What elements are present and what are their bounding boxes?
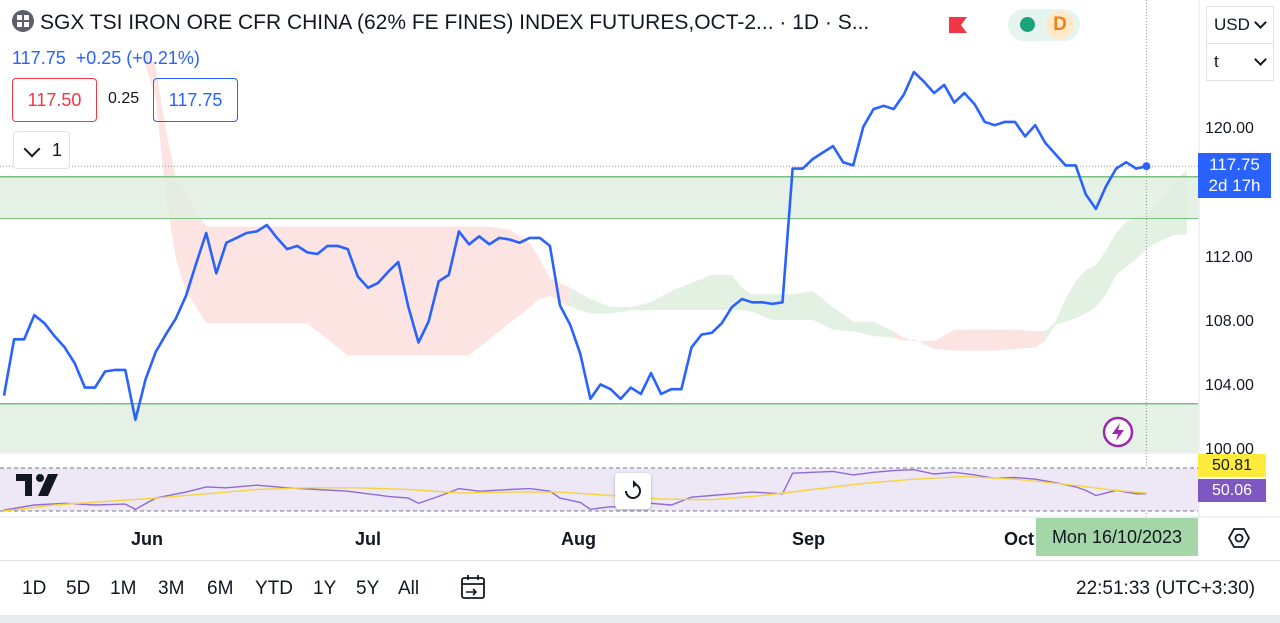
bottom-strip — [0, 615, 1280, 623]
chevron-down-icon — [23, 140, 41, 158]
currency-value: USD — [1214, 15, 1250, 34]
range-button-ytd[interactable]: YTD — [255, 578, 293, 599]
ichimoku-cloud-bear — [145, 49, 571, 356]
month-label: Jun — [131, 529, 164, 549]
range-button-1m[interactable]: 1M — [110, 578, 137, 599]
indicator-count: 1 — [52, 140, 63, 160]
buy-button[interactable]: 117.75 — [153, 78, 238, 122]
chevron-down-icon — [1254, 53, 1267, 66]
support-resistance-zone — [0, 176, 1198, 219]
last-price: 117.75 — [12, 48, 66, 68]
range-button-1d[interactable]: 1D — [22, 578, 47, 599]
crosshair-date-tag: Mon 16/10/2023 — [1036, 518, 1198, 556]
price-axis-label: 100.00 — [1205, 441, 1254, 458]
month-label: Jul — [355, 529, 382, 549]
ichimoku-cloud-bear — [893, 329, 1046, 351]
symbol-title[interactable]: SGX TSI IRON ORE CFR CHINA (62% FE FINES… — [12, 10, 869, 35]
flag-icon[interactable] — [948, 16, 968, 34]
unit-select[interactable]: t — [1206, 43, 1274, 81]
price-change-pct: (+0.21%) — [126, 48, 200, 68]
price-axis-label: 112.00 — [1205, 249, 1253, 266]
range-button-all[interactable]: All — [398, 578, 420, 599]
range-button-3m[interactable]: 3M — [158, 578, 185, 599]
support-resistance-zone — [0, 403, 1198, 452]
indicators-collapse-button[interactable]: 1 — [13, 131, 70, 169]
spread-value: 0.25 — [108, 90, 140, 107]
price-axis-label: 120.00 — [1205, 120, 1254, 137]
price-axis-label: 108.00 — [1205, 313, 1254, 330]
chevron-down-icon — [1254, 16, 1267, 29]
month-label: Oct — [1004, 529, 1035, 549]
last-price-dot — [1142, 162, 1151, 171]
range-button-5y[interactable]: 5Y — [356, 578, 380, 599]
title-text: SGX TSI IRON ORE CFR CHINA (62% FE FINES… — [40, 11, 774, 34]
reset-chart-button[interactable] — [615, 473, 651, 509]
range-button-5d[interactable]: 5D — [66, 578, 91, 599]
sell-button[interactable]: 117.50 — [12, 78, 97, 122]
price-change: +0.25 — [75, 48, 122, 68]
month-label: Sep — [792, 529, 826, 549]
market-open-dot-icon — [1020, 17, 1035, 32]
month-label: Aug — [561, 529, 596, 549]
reset-icon — [625, 480, 641, 499]
rsi-band — [0, 468, 1198, 511]
price-axis-label: 104.00 — [1205, 377, 1254, 394]
settings-icon[interactable] — [1228, 527, 1250, 549]
timezone-clock[interactable]: 22:51:33 (UTC+3:30) — [1076, 578, 1256, 599]
rsi-ma-tag: 50.81 — [1198, 454, 1266, 477]
price-series-line — [2, 70, 1147, 422]
current-price-tag: 117.75 2d 17h — [1198, 153, 1271, 198]
tradingview-logo-icon[interactable] — [14, 470, 66, 500]
delayed-data-badge[interactable]: D — [1046, 11, 1074, 39]
lightning-icon[interactable] — [1102, 416, 1134, 448]
date-range-icon[interactable] — [458, 573, 488, 603]
bar-countdown: 2d 17h — [1208, 176, 1261, 195]
currency-select[interactable]: USD — [1206, 6, 1274, 44]
rsi-ma-line — [3, 475, 1147, 512]
range-button-1y[interactable]: 1Y — [313, 578, 337, 599]
rsi-value-tag: 50.06 — [1198, 479, 1266, 502]
interval-text: · 1D · S... — [779, 11, 870, 34]
bottom-toolbar — [0, 560, 1280, 616]
quote-line: 117.75 +0.25 (+0.21%) — [12, 48, 200, 69]
current-price-value: 117.75 — [1209, 155, 1260, 174]
range-button-6m[interactable]: 6M — [207, 578, 234, 599]
unit-value: t — [1214, 52, 1219, 71]
symbol-logo-icon — [12, 10, 34, 32]
